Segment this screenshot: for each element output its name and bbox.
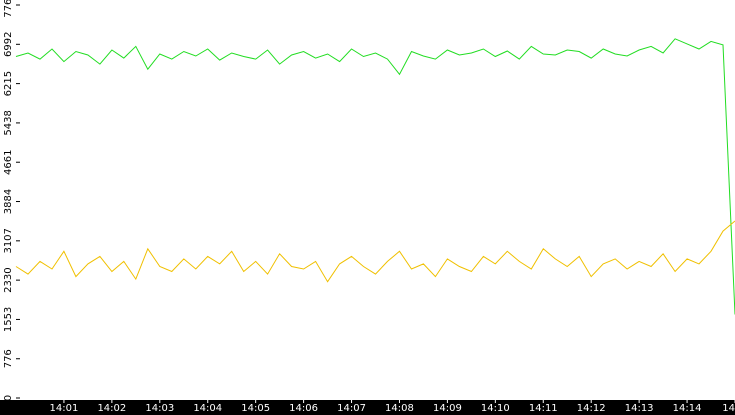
y-tick-label: 3884 — [3, 189, 14, 214]
x-tick-label: 14:08 — [385, 403, 414, 414]
x-tick-label: 14:06 — [289, 403, 318, 414]
x-tick-label: 14:04 — [193, 403, 222, 414]
x-tick-label: 14:01 — [50, 403, 79, 414]
y-tick-label: 776 — [3, 349, 14, 368]
x-tick-label: 14:14 — [673, 403, 702, 414]
x-tick-label: 14:10 — [481, 403, 510, 414]
series-line — [15, 220, 735, 283]
x-tick-label: 14:07 — [337, 403, 366, 414]
y-tick-label: 6992 — [3, 32, 14, 57]
x-tick-label: 14:03 — [145, 403, 174, 414]
x-tick-label: 14:13 — [625, 403, 654, 414]
x-axis-bar — [0, 400, 735, 415]
x-tick-label: 14:02 — [97, 403, 126, 414]
x-tick-label: 14:05 — [241, 403, 270, 414]
y-tick-label: 7769 — [3, 0, 14, 18]
series-line — [15, 38, 735, 315]
y-tick-label: 1553 — [3, 307, 14, 332]
x-tick-label: 14:09 — [433, 403, 462, 414]
y-tick-label: 6215 — [3, 71, 14, 96]
y-tick-label: 3107 — [3, 228, 14, 253]
y-tick-label: 0 — [3, 395, 14, 401]
y-tick-label: 4661 — [3, 149, 14, 174]
y-tick-label: 5438 — [3, 110, 14, 135]
x-tick-label: 14 — [722, 403, 735, 414]
y-tick-label: 2330 — [3, 267, 14, 292]
x-tick-label: 14:12 — [577, 403, 606, 414]
x-tick-label: 14:11 — [529, 403, 558, 414]
